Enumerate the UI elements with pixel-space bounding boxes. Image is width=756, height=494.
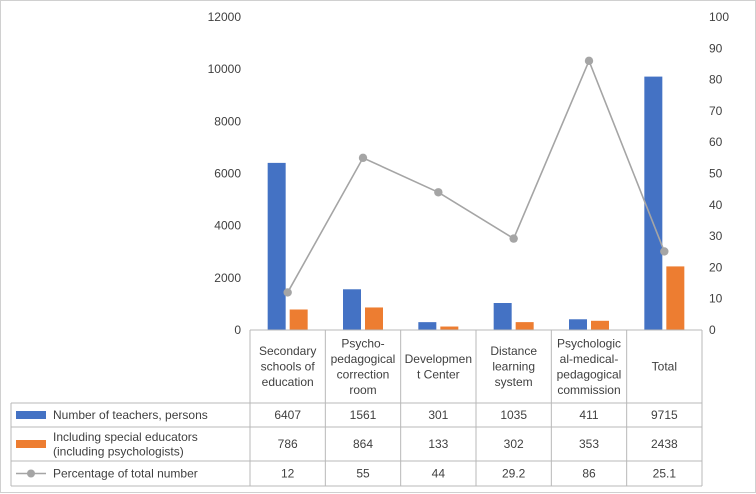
bar-special-educators — [591, 320, 609, 330]
data-table-value: 25.1 — [653, 467, 677, 481]
y-right-tick-label: 80 — [709, 73, 723, 87]
bar-special-educators — [440, 326, 459, 330]
data-table-value: 302 — [504, 437, 524, 451]
data-table-value: 864 — [353, 437, 373, 451]
y-right-tick-label: 30 — [709, 229, 723, 243]
y-left-tick-label: 4000 — [214, 219, 241, 233]
y-right-tick-label: 70 — [709, 104, 723, 118]
category-label: correction — [337, 367, 390, 381]
bar-special-educators — [666, 266, 685, 330]
y-right-tick-label: 60 — [709, 135, 723, 149]
bar-teachers — [418, 322, 437, 330]
y-right-tick-label: 100 — [709, 10, 729, 24]
bar-teachers — [493, 303, 512, 330]
data-table-value: 1035 — [500, 408, 527, 422]
bar-teachers — [569, 319, 587, 330]
bar-teachers — [267, 162, 286, 330]
percentage-point — [509, 234, 518, 243]
percentage-point — [660, 247, 669, 256]
bar-special-educators — [365, 307, 383, 330]
category-label: room — [349, 383, 376, 397]
percentage-point — [584, 56, 594, 66]
y-left-tick-label: 2000 — [214, 271, 241, 285]
data-table-value: 29.2 — [502, 467, 526, 481]
legend-label: (including psychologists) — [53, 444, 184, 458]
category-label: system — [495, 375, 533, 389]
category-label: pedagogical — [557, 367, 622, 381]
data-table-value: 6407 — [274, 408, 301, 422]
data-table-value: 44 — [432, 467, 446, 481]
y-left-tick-label: 8000 — [214, 114, 241, 128]
legend-swatch — [16, 411, 46, 419]
category-label: Secondary — [259, 344, 316, 358]
category-label: education — [262, 375, 314, 389]
bar-teachers — [343, 289, 361, 330]
data-table-value: 1561 — [350, 408, 377, 422]
y-right-tick-label: 10 — [709, 292, 723, 306]
category-label: al-medical- — [560, 352, 619, 366]
category-label: Developmen — [405, 352, 472, 366]
y-left-tick-label: 10000 — [208, 62, 242, 76]
y-left-tick-label: 6000 — [214, 167, 241, 181]
bar-special-educators — [289, 309, 308, 330]
y-right-tick-label: 20 — [709, 260, 723, 274]
percentage-point — [358, 153, 368, 163]
y-right-tick-label: 0 — [709, 323, 716, 337]
y-right-tick-label: 50 — [709, 167, 723, 181]
bar-special-educators — [515, 322, 534, 330]
legend-label: Number of teachers, persons — [53, 408, 208, 422]
data-table-value: 2438 — [651, 437, 678, 451]
y-left-tick-label: 0 — [234, 323, 241, 337]
data-table-value: 353 — [579, 437, 599, 451]
data-table-value: 133 — [428, 437, 448, 451]
category-label: Psychologic — [557, 336, 621, 350]
legend-label: Including special educators — [53, 430, 198, 444]
data-table-value: 12 — [281, 467, 295, 481]
legend-swatch-marker — [27, 469, 35, 478]
data-table-value: 301 — [428, 408, 448, 422]
y-left-tick-label: 12000 — [208, 10, 242, 24]
legend-swatch — [16, 440, 46, 448]
category-label: schools of — [261, 360, 316, 374]
percentage-point — [434, 188, 443, 197]
category-label: learning — [492, 360, 535, 374]
legend-label: Percentage of total number — [53, 467, 198, 481]
category-label: commission — [557, 383, 620, 397]
category-label: pedagogical — [331, 352, 396, 366]
data-table-value: 411 — [579, 408, 598, 422]
percentage-line — [286, 58, 666, 293]
category-label: t Center — [417, 367, 460, 381]
bar-teachers — [644, 76, 663, 330]
percentage-point — [283, 288, 292, 297]
data-table-value: 786 — [278, 437, 298, 451]
category-label: Total — [652, 360, 677, 374]
category-label: Distance — [490, 344, 537, 358]
data-table-value: 9715 — [651, 408, 678, 422]
y-right-tick-label: 40 — [709, 198, 723, 212]
category-label: Psycho- — [341, 336, 384, 350]
data-table-value: 86 — [582, 467, 596, 481]
data-table-value: 55 — [356, 467, 370, 481]
y-right-tick-label: 90 — [709, 41, 723, 55]
